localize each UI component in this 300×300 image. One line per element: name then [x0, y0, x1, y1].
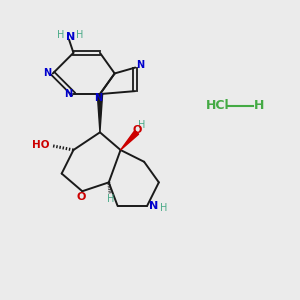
Text: N: N — [94, 94, 103, 103]
Text: N: N — [64, 89, 72, 99]
Text: H: H — [254, 99, 264, 112]
Text: H: H — [107, 194, 115, 204]
Text: HCl: HCl — [206, 99, 230, 112]
Text: HO: HO — [32, 140, 50, 150]
Text: O: O — [76, 191, 86, 202]
Polygon shape — [121, 130, 139, 150]
Text: H: H — [160, 203, 167, 213]
Text: N: N — [66, 32, 75, 42]
Text: O: O — [132, 125, 141, 135]
Text: N: N — [149, 201, 158, 211]
Text: N: N — [44, 68, 52, 78]
Text: H: H — [56, 30, 64, 40]
Text: H: H — [138, 120, 146, 130]
Polygon shape — [97, 94, 103, 132]
Text: H: H — [76, 30, 84, 40]
Text: N: N — [136, 60, 145, 70]
